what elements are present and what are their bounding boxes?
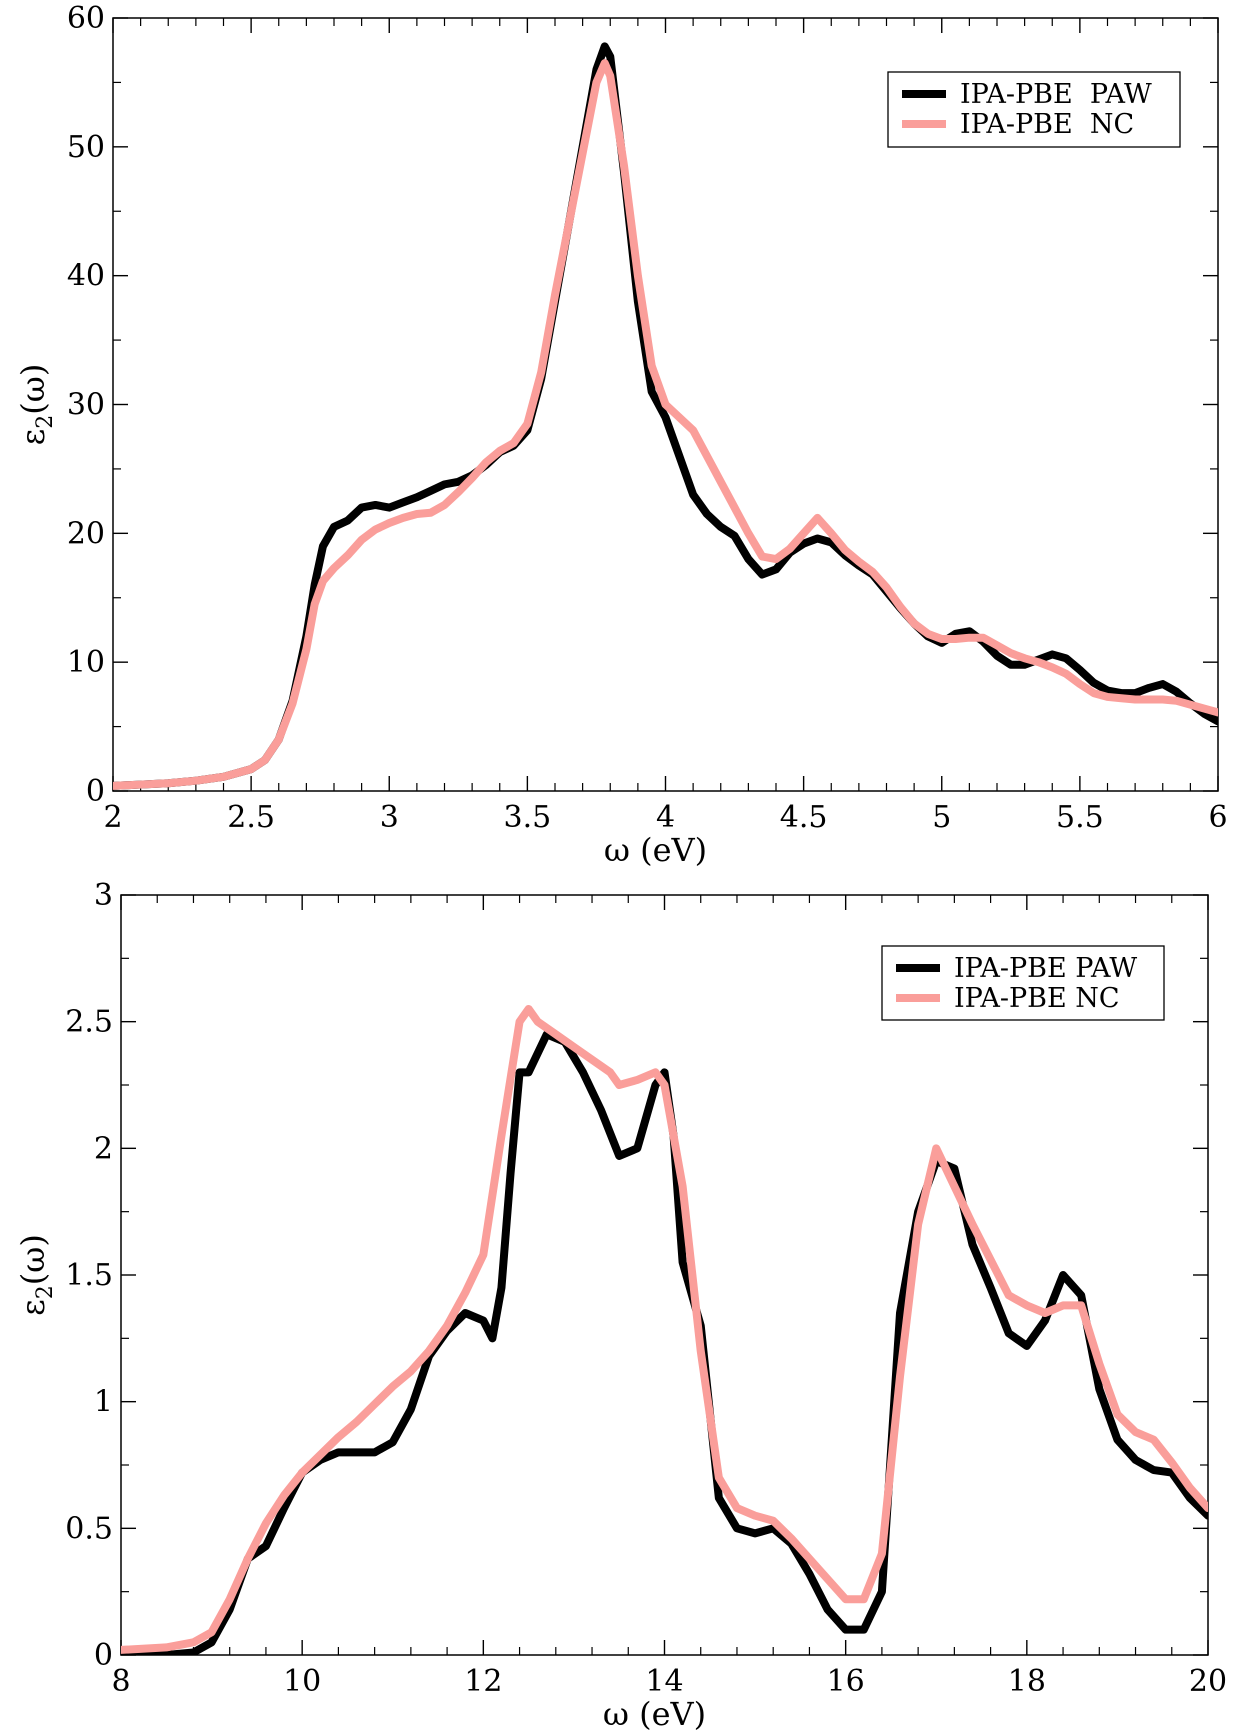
x-tick-label: 16 (827, 1664, 865, 1699)
legend-box (881, 945, 1165, 1021)
x-tick-label: 4 (656, 800, 675, 835)
x-tick-label: 20 (1189, 1664, 1227, 1699)
x-tick-label: 2.5 (227, 800, 275, 835)
y-tick-label: 0.5 (65, 1511, 113, 1546)
y-tick-label: 50 (67, 130, 105, 165)
legend-label: IPA-PBE NC (954, 983, 1120, 1014)
legend-label: IPA-PBE PAW (954, 953, 1137, 984)
y-axis-label-subscript: 2 (33, 415, 58, 429)
series-line-nc (121, 1005, 1208, 1654)
series-line-paw (121, 1030, 1208, 1655)
y-tick-label: 30 (67, 388, 105, 423)
legend-label: IPA-PBE NC (960, 109, 1134, 140)
y-axis-label: ε2(ω) (14, 364, 58, 446)
y-tick-label: 1 (94, 1385, 113, 1420)
legend-box (887, 71, 1181, 148)
y-tick-label: 10 (67, 645, 105, 680)
x-tick-label: 8 (111, 1664, 130, 1699)
x-tick-label: 3.5 (504, 800, 552, 835)
y-axis-label: ε2(ω) (14, 1234, 58, 1316)
y-tick-label: 2.5 (65, 1005, 113, 1040)
y-axis-label-symbol: ε (14, 429, 52, 446)
x-tick-label: 2 (103, 800, 122, 835)
x-axis-label: ω (eV) (604, 831, 707, 869)
x-tick-label: 5 (932, 800, 951, 835)
y-tick-label: 0 (94, 1638, 113, 1673)
y-tick-label: 2 (94, 1131, 113, 1166)
y-tick-label: 20 (67, 516, 105, 551)
y-tick-label: 0 (86, 774, 105, 809)
y-tick-label: 1.5 (65, 1258, 113, 1293)
y-axis-label-suffix: (ω) (14, 1234, 52, 1285)
y-axis-label-symbol: ε (14, 1299, 52, 1316)
series-line-paw (113, 42, 1218, 790)
x-tick-label: 14 (645, 1664, 683, 1699)
y-axis-label-subscript: 2 (33, 1285, 58, 1299)
x-tick-label: 3 (380, 800, 399, 835)
y-tick-label: 40 (67, 259, 105, 294)
x-axis-label: ω (eV) (603, 1695, 706, 1733)
y-tick-label: 60 (67, 1, 105, 36)
legend-label: IPA-PBE PAW (960, 79, 1152, 110)
x-tick-label: 6 (1208, 800, 1227, 835)
y-axis-label-suffix: (ω) (14, 364, 52, 415)
y-tick-label: 3 (94, 878, 113, 913)
x-tick-label: 4.5 (780, 800, 828, 835)
x-tick-label: 5.5 (1056, 800, 1104, 835)
x-tick-label: 18 (1008, 1664, 1046, 1699)
series-line-nc (113, 59, 1218, 790)
x-tick-label: 10 (283, 1664, 321, 1699)
x-tick-label: 12 (464, 1664, 502, 1699)
